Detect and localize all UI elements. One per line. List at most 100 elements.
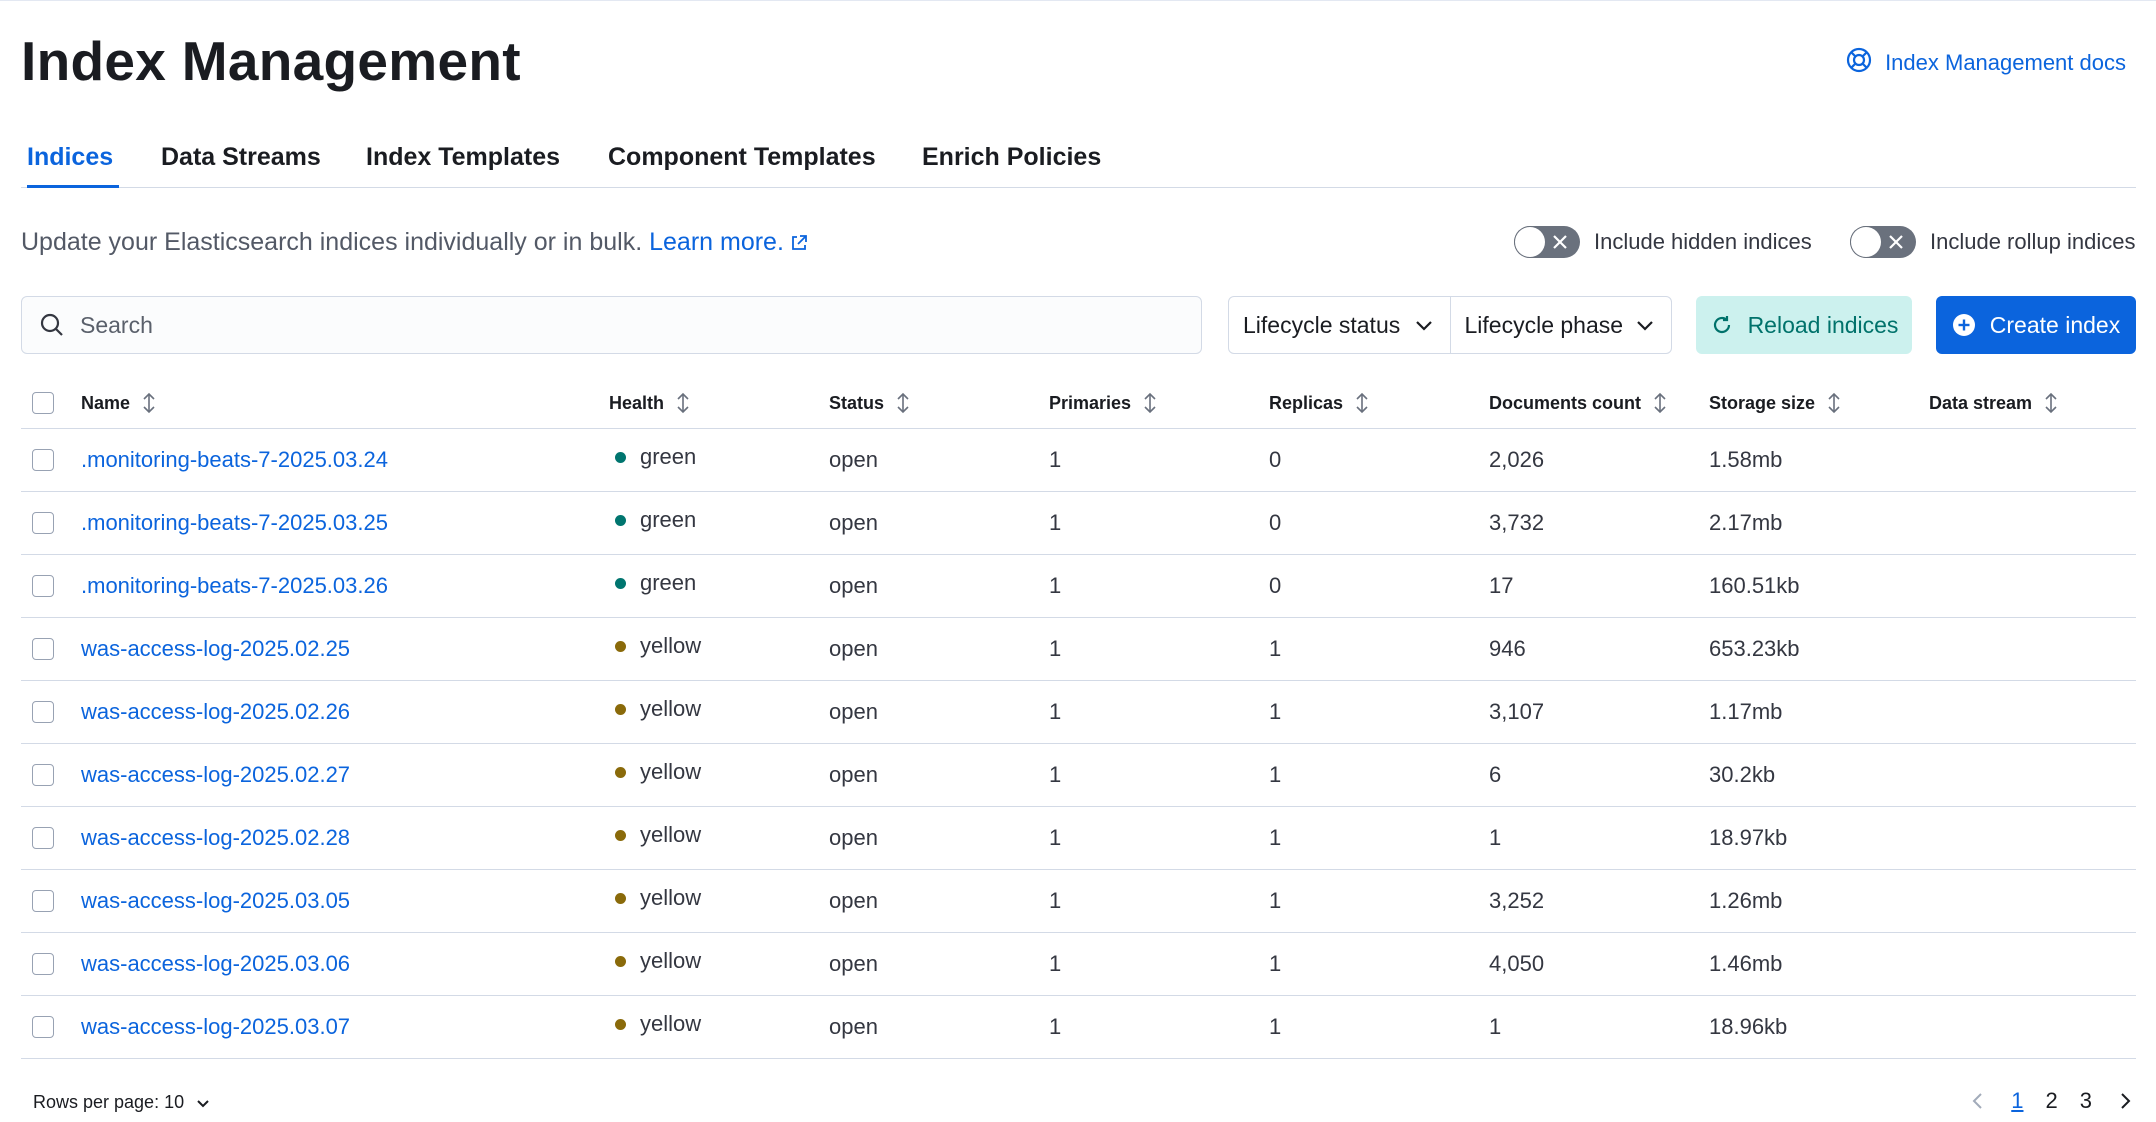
cell-primaries-value: 1 — [1049, 825, 1062, 850]
cross-icon — [1889, 235, 1903, 249]
index-name-link[interactable]: .monitoring-beats-7-2025.03.24 — [81, 447, 388, 472]
cell-status-value: open — [829, 825, 878, 850]
row-checkbox[interactable] — [32, 827, 54, 849]
cell-replicas: 1 — [1269, 807, 1281, 869]
cell-primaries-value: 1 — [1049, 699, 1062, 724]
rollup-indices-switch[interactable] — [1850, 226, 1916, 258]
index-name-link[interactable]: was-access-log-2025.02.27 — [81, 762, 351, 787]
column-header-name[interactable]: Name — [81, 378, 158, 428]
tab-enrich-policies[interactable]: Enrich Policies — [922, 143, 1102, 171]
tab-data-streams[interactable]: Data Streams — [161, 143, 321, 171]
cell-documents-count: 3,252 — [1489, 870, 1544, 932]
cell-status-value: open — [829, 636, 878, 661]
search-input[interactable] — [78, 310, 1182, 340]
sort-icon — [897, 392, 909, 414]
cell-documents-count-value: 2,026 — [1489, 447, 1545, 472]
cell-storage-size: 1.26mb — [1709, 870, 1782, 932]
lifecycle-status-filter[interactable]: Lifecycle status — [1229, 297, 1450, 353]
create-index-label: Create index — [1989, 311, 2121, 338]
chevron-right-icon[interactable] — [2114, 1090, 2136, 1112]
cell-primaries: 1 — [1049, 996, 1061, 1058]
page-3-button[interactable]: 3 — [2079, 1088, 2092, 1113]
reload-indices-button[interactable]: Reload indices — [1696, 296, 1912, 354]
select-all-checkbox[interactable] — [32, 392, 54, 414]
column-header-status[interactable]: Status — [829, 378, 912, 428]
index-name-link[interactable]: .monitoring-beats-7-2025.03.25 — [81, 510, 388, 535]
health-status-dot — [615, 640, 626, 652]
row-checkbox[interactable] — [32, 890, 54, 912]
column-header-storage-size[interactable]: Storage size — [1709, 378, 1843, 428]
cell-documents-count-value: 3,107 — [1489, 699, 1545, 724]
index-name-link[interactable]: was-access-log-2025.03.07 — [81, 1014, 351, 1039]
column-header-label: Documents count — [1489, 392, 1642, 413]
page-2-button[interactable]: 2 — [2045, 1088, 2058, 1113]
cell-storage-size-value: 18.97kb — [1709, 825, 1788, 850]
cell-documents-count: 946 — [1489, 618, 1526, 680]
row-checkbox[interactable] — [32, 512, 54, 534]
column-header-primaries[interactable]: Primaries — [1049, 378, 1159, 428]
cell-primaries: 1 — [1049, 933, 1061, 995]
learn-more-link[interactable]: Learn more. — [649, 228, 808, 256]
cell-health: yellow — [609, 615, 701, 677]
cell-health: yellow — [609, 741, 701, 803]
search-icon — [40, 313, 63, 336]
cell-documents-count: 1 — [1489, 807, 1501, 869]
tab-component-templates[interactable]: Component Templates — [608, 143, 876, 171]
docs-link[interactable]: Index Management docs — [1845, 46, 2126, 80]
rows-per-page-selector[interactable]: Rows per page: 10 — [33, 1092, 212, 1113]
table-row: was-access-log-2025.02.27 yellow open 1 1 6 30… — [21, 744, 2136, 807]
cell-status: open — [829, 429, 878, 491]
health-status-dot — [615, 451, 626, 463]
sort-icon — [1828, 392, 1840, 414]
cell-health: yellow — [609, 678, 701, 740]
cell-primaries-value: 1 — [1049, 762, 1062, 787]
table-row: .monitoring-beats-7-2025.03.24 green open 1… — [21, 429, 2136, 492]
column-header-replicas[interactable]: Replicas — [1269, 378, 1371, 428]
row-checkbox[interactable] — [32, 449, 54, 471]
cell-documents-count-value: 6 — [1489, 762, 1502, 787]
health-status-dot — [615, 829, 626, 841]
page-1-button[interactable]: 1 — [2011, 1088, 2024, 1113]
index-name-link[interactable]: was-access-log-2025.02.25 — [81, 636, 351, 661]
index-name-link[interactable]: was-access-log-2025.02.28 — [81, 825, 351, 850]
row-checkbox[interactable] — [32, 764, 54, 786]
create-index-button[interactable]: Create index — [1936, 296, 2136, 354]
index-name-link[interactable]: was-access-log-2025.02.26 — [81, 699, 351, 724]
chevron-left-icon[interactable] — [1967, 1090, 1989, 1112]
cell-primaries-value: 1 — [1049, 447, 1062, 472]
column-header-data-stream[interactable]: Data stream — [1929, 378, 2060, 428]
column-header-health[interactable]: Health — [609, 378, 692, 428]
row-checkbox[interactable] — [32, 638, 54, 660]
cell-storage-size: 653.23kb — [1709, 618, 1800, 680]
cell-storage-size: 1.58mb — [1709, 429, 1782, 491]
row-checkbox[interactable] — [32, 701, 54, 723]
cell-health: yellow — [609, 930, 701, 992]
cell-health: green — [609, 552, 696, 614]
sort-icon — [1654, 392, 1666, 414]
row-select-cell — [32, 870, 54, 932]
index-name-link[interactable]: was-access-log-2025.03.05 — [81, 888, 351, 913]
cell-status: open — [829, 555, 878, 617]
cell-documents-count-value: 3,252 — [1489, 888, 1545, 913]
column-header-documents-count[interactable]: Documents count — [1489, 378, 1669, 428]
lifecycle-phase-filter[interactable]: Lifecycle phase — [1449, 297, 1672, 353]
table-footer: Rows per page: 10 1 2 3 — [21, 1088, 2136, 1122]
cell-replicas-value: 1 — [1269, 951, 1282, 976]
index-name-link[interactable]: was-access-log-2025.03.06 — [81, 951, 351, 976]
hidden-indices-switch[interactable] — [1514, 226, 1580, 258]
description-text: Update your Elasticsearch indices indivi… — [21, 228, 643, 256]
tab-index-templates[interactable]: Index Templates — [366, 143, 561, 171]
cell-storage-size: 18.97kb — [1709, 807, 1787, 869]
cell-documents-count: 4,050 — [1489, 933, 1544, 995]
cell-primaries: 1 — [1049, 618, 1061, 680]
index-name-link[interactable]: .monitoring-beats-7-2025.03.26 — [81, 573, 388, 598]
chevron-down-icon — [1637, 321, 1653, 331]
row-checkbox[interactable] — [32, 1016, 54, 1038]
tab-indices[interactable]: Indices — [27, 134, 120, 188]
sort-icon — [677, 392, 689, 414]
row-checkbox[interactable] — [32, 953, 54, 975]
cell-documents-count: 6 — [1489, 744, 1501, 806]
row-checkbox[interactable] — [32, 575, 54, 597]
refresh-icon — [1713, 316, 1730, 334]
rows-per-page-label: Rows per page: 10 — [33, 1092, 185, 1112]
